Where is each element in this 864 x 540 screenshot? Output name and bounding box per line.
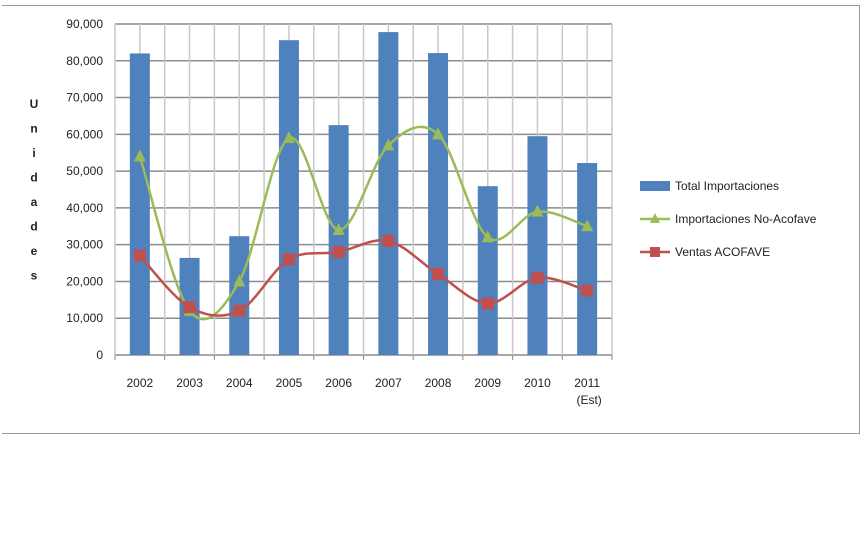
y-tick-label: 90,000 bbox=[66, 17, 103, 31]
y-tick-label: 80,000 bbox=[66, 54, 103, 68]
bar bbox=[428, 53, 449, 355]
x-tick-label: 2008 bbox=[425, 376, 452, 390]
y-tick-label: 60,000 bbox=[66, 127, 103, 141]
x-tick-label: 2010 bbox=[524, 376, 551, 390]
triangle-marker bbox=[233, 274, 246, 287]
square-marker bbox=[133, 249, 146, 262]
square-marker bbox=[382, 234, 395, 247]
x-tick-label: 2004 bbox=[226, 376, 253, 390]
square-marker bbox=[481, 297, 494, 310]
triangle-marker bbox=[133, 149, 146, 162]
chart-frame bbox=[2, 5, 860, 434]
y-label-letter: d bbox=[30, 171, 37, 185]
square-marker bbox=[332, 246, 345, 259]
triangle-marker bbox=[581, 219, 594, 232]
y-tick-label: 0 bbox=[96, 348, 103, 362]
y-tick-label: 20,000 bbox=[66, 274, 103, 288]
y-label-letter: a bbox=[31, 195, 38, 209]
x-tick-label: 2009 bbox=[474, 376, 501, 390]
legend-label: Importaciones No-Acofave bbox=[675, 212, 817, 226]
bar bbox=[577, 163, 598, 355]
bar bbox=[477, 186, 498, 355]
y-tick-label: 50,000 bbox=[66, 164, 103, 178]
legend-swatch-bar bbox=[640, 181, 670, 191]
y-label-letter: d bbox=[30, 220, 37, 234]
x-tick-label: 2006 bbox=[325, 376, 352, 390]
triangle-marker bbox=[531, 204, 544, 217]
x-tick-label: 2003 bbox=[176, 376, 203, 390]
y-tick-label: 10,000 bbox=[66, 311, 103, 325]
y-tick-label: 40,000 bbox=[66, 201, 103, 215]
x-tick-label: 2011 bbox=[574, 376, 600, 390]
bar bbox=[527, 136, 548, 355]
triangle-marker bbox=[382, 138, 395, 151]
legend-label: Total Importaciones bbox=[675, 179, 779, 193]
legend-label: Ventas ACOFAVE bbox=[675, 245, 770, 259]
y-label-letter: n bbox=[30, 122, 37, 136]
square-marker bbox=[581, 284, 594, 297]
legend-marker bbox=[650, 247, 660, 257]
y-label-letter: i bbox=[32, 146, 35, 160]
y-label-letter: e bbox=[31, 244, 38, 258]
bar bbox=[229, 236, 250, 355]
square-marker bbox=[531, 271, 544, 284]
square-marker bbox=[282, 253, 295, 266]
y-tick-label: 70,000 bbox=[66, 91, 103, 105]
square-marker bbox=[183, 301, 196, 314]
triangle-marker bbox=[432, 127, 445, 140]
y-label-letter: U bbox=[30, 97, 39, 111]
legend-marker bbox=[650, 213, 660, 223]
x-tick-note: (Est) bbox=[576, 393, 601, 407]
y-label-letter: s bbox=[31, 269, 38, 283]
bar bbox=[378, 32, 399, 355]
x-tick-label: 2002 bbox=[126, 376, 153, 390]
bar bbox=[129, 53, 150, 356]
series-line bbox=[138, 239, 588, 317]
square-marker bbox=[432, 268, 445, 281]
triangle-marker bbox=[481, 230, 494, 243]
bar bbox=[278, 40, 299, 355]
x-tick-label: 2007 bbox=[375, 376, 402, 390]
square-marker bbox=[233, 304, 246, 317]
bar bbox=[328, 125, 349, 355]
triangle-marker bbox=[332, 222, 345, 235]
triangle-marker bbox=[282, 131, 295, 144]
y-tick-label: 30,000 bbox=[66, 238, 103, 252]
x-tick-label: 2005 bbox=[276, 376, 303, 390]
